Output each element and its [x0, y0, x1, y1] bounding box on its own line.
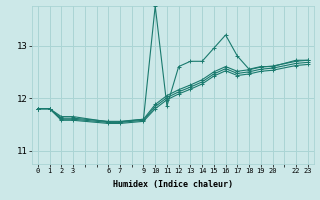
X-axis label: Humidex (Indice chaleur): Humidex (Indice chaleur)	[113, 180, 233, 189]
